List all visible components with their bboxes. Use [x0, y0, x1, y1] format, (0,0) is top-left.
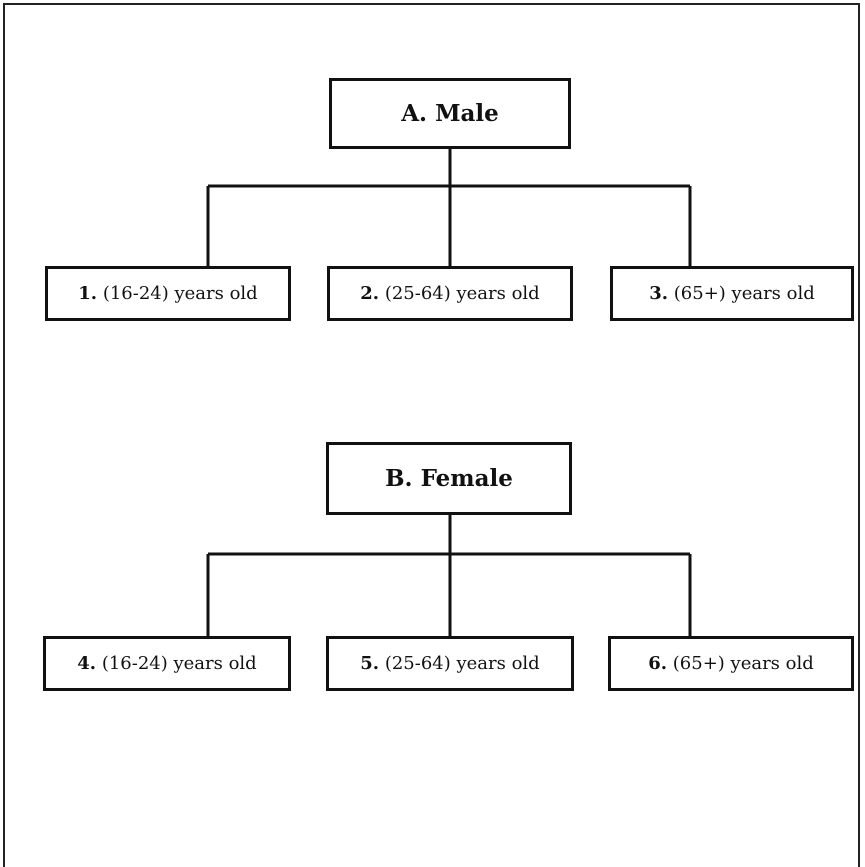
child-node-number: 2. [360, 283, 380, 304]
child-node-5: 5. (25-64) years old [326, 636, 574, 691]
child-node-1: 1. (16-24) years old [45, 266, 291, 321]
parent-node-label: A. Male [401, 100, 499, 127]
child-node-text: (65+) years old [672, 653, 814, 674]
child-node-number: 1. [78, 283, 98, 304]
child-node-3: 3. (65+) years old [610, 266, 854, 321]
child-node-text: (25-64) years old [384, 283, 540, 304]
child-node-number: 6. [648, 653, 668, 674]
group-a-connectors [206, 149, 692, 266]
child-node-2: 2. (25-64) years old [327, 266, 573, 321]
parent-node-label: B. Female [385, 465, 513, 492]
child-node-text: (65+) years old [673, 283, 815, 304]
child-node-number: 5. [360, 653, 380, 674]
parent-node-male: A. Male [329, 78, 571, 149]
child-node-number: 4. [77, 653, 97, 674]
group-b-connectors [206, 515, 692, 636]
child-node-text: (16-24) years old [101, 653, 257, 674]
child-node-4: 4. (16-24) years old [43, 636, 291, 691]
child-node-number: 3. [649, 283, 669, 304]
child-node-text: (25-64) years old [384, 653, 540, 674]
child-node-text: (16-24) years old [102, 283, 258, 304]
child-node-6: 6. (65+) years old [608, 636, 854, 691]
parent-node-female: B. Female [326, 442, 572, 515]
diagram-frame [3, 3, 860, 867]
